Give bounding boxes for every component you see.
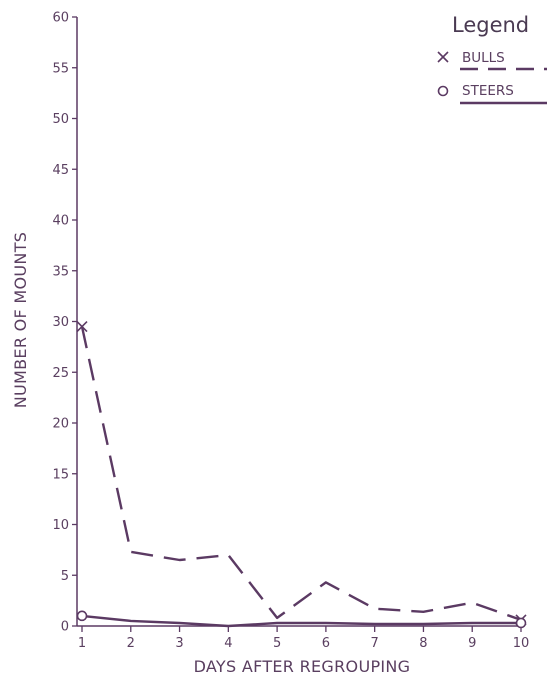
series-line-bulls <box>80 326 522 622</box>
y-tick-label: 5 <box>61 569 69 584</box>
data-point-bulls <box>76 321 88 333</box>
x-tick-label: 5 <box>273 636 281 651</box>
x-tick-label: 6 <box>322 636 330 651</box>
y-tick-label: 20 <box>52 417 69 432</box>
circle-marker-icon <box>437 85 449 97</box>
x-tick-label: 4 <box>224 636 232 651</box>
x-tick-label: 1 <box>78 636 86 651</box>
series-line-steers <box>81 614 521 628</box>
y-tick-label: 40 <box>52 214 69 229</box>
y-tick-label: 50 <box>52 112 69 127</box>
y-tick-label: 55 <box>52 61 69 76</box>
data-point-steers <box>515 617 527 629</box>
x-tick-label: 7 <box>371 636 379 651</box>
x-tick-label: 2 <box>127 636 135 651</box>
legend-item-bulls: BULLS <box>437 50 547 71</box>
x-axis-label: DAYS AFTER REGROUPING <box>194 657 411 676</box>
x-tick-label: 9 <box>468 636 476 651</box>
data-point-steers <box>76 610 88 622</box>
legend-label-bulls: BULLS <box>462 50 505 66</box>
series-layer <box>76 321 527 629</box>
y-tick-label: 25 <box>52 366 69 381</box>
legend: Legend BULLS STEERS <box>437 13 547 105</box>
legend-label-steers: STEERS <box>462 83 514 99</box>
y-tick-label: 15 <box>52 467 69 482</box>
y-tick-label: 10 <box>52 518 69 533</box>
y-tick-label: 60 <box>52 11 69 26</box>
y-tick-label: 0 <box>61 620 69 635</box>
x-tick-label: 3 <box>175 636 183 651</box>
legend-item-steers: STEERS <box>437 83 547 105</box>
x-tick-label: 10 <box>513 636 530 651</box>
y-axis-label: NUMBER OF MOUNTS <box>11 232 30 408</box>
y-tick-label: 45 <box>52 163 69 178</box>
x-marker-icon <box>437 51 449 63</box>
legend-title: Legend <box>452 13 529 37</box>
x-tick-label: 8 <box>419 636 427 651</box>
y-tick-label: 30 <box>52 315 69 330</box>
y-tick-label: 35 <box>52 264 69 279</box>
